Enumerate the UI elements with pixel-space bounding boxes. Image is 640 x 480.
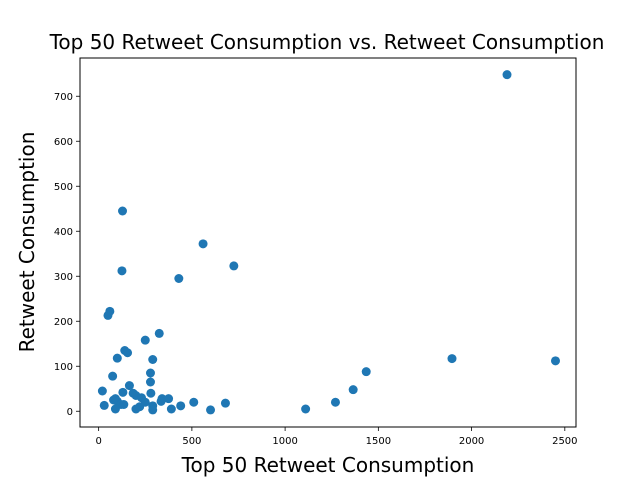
data-point (108, 371, 118, 381)
data-point (330, 397, 340, 407)
x-tick-label: 0 (95, 436, 101, 447)
x-axis-label: Top 50 Retweet Consumption (181, 453, 475, 477)
y-tick-label: 200 (54, 317, 73, 328)
y-axis-ticks: 0 100 200 300 400 500 600 700 (54, 92, 80, 418)
y-tick-label: 700 (54, 92, 73, 103)
data-point (97, 386, 107, 396)
data-point (112, 353, 122, 363)
x-tick-label: 1500 (366, 436, 391, 447)
data-point (502, 70, 512, 80)
data-point (206, 405, 216, 415)
data-point (550, 356, 560, 366)
data-point (348, 385, 358, 395)
y-tick-label: 300 (54, 272, 73, 283)
y-tick-label: 100 (54, 362, 73, 373)
y-tick-label: 0 (67, 407, 73, 418)
x-tick-label: 500 (182, 436, 201, 447)
x-tick-label: 2000 (459, 436, 484, 447)
data-point (145, 377, 155, 387)
data-point (229, 261, 239, 271)
data-point (166, 404, 176, 414)
data-point (176, 401, 186, 411)
data-point (174, 274, 184, 283)
data-point (110, 404, 120, 414)
data-points (97, 70, 560, 415)
data-point (117, 266, 127, 276)
x-axis-ticks: 0 500 1000 1500 2000 2500 (95, 427, 578, 447)
y-tick-label: 600 (54, 137, 73, 148)
data-point (301, 404, 311, 414)
data-point (146, 388, 156, 398)
plot-frame (79, 57, 577, 428)
chart-title: Top 50 Retweet Consumption vs. Retweet C… (49, 30, 605, 54)
data-point (148, 405, 158, 415)
data-point (220, 398, 230, 408)
data-point (148, 355, 158, 364)
data-point (164, 394, 174, 404)
y-tick-label: 500 (54, 182, 73, 193)
data-point (123, 348, 133, 358)
data-point (361, 367, 371, 377)
data-point (189, 397, 199, 407)
data-point (118, 387, 128, 397)
data-point (198, 239, 208, 249)
data-point (140, 335, 150, 345)
data-point (119, 400, 129, 409)
y-tick-label: 400 (54, 227, 73, 238)
x-tick-label: 1000 (272, 436, 297, 447)
data-point (154, 328, 164, 338)
data-point (124, 381, 134, 391)
data-point (447, 354, 457, 364)
data-point (156, 396, 166, 406)
data-point (103, 310, 113, 320)
x-tick-label: 2500 (552, 436, 577, 447)
y-axis-label: Retweet Consumption (15, 132, 39, 353)
data-point (99, 400, 109, 410)
data-point (118, 206, 128, 216)
data-point (140, 397, 150, 407)
data-point (145, 368, 155, 378)
data-point (131, 404, 141, 414)
